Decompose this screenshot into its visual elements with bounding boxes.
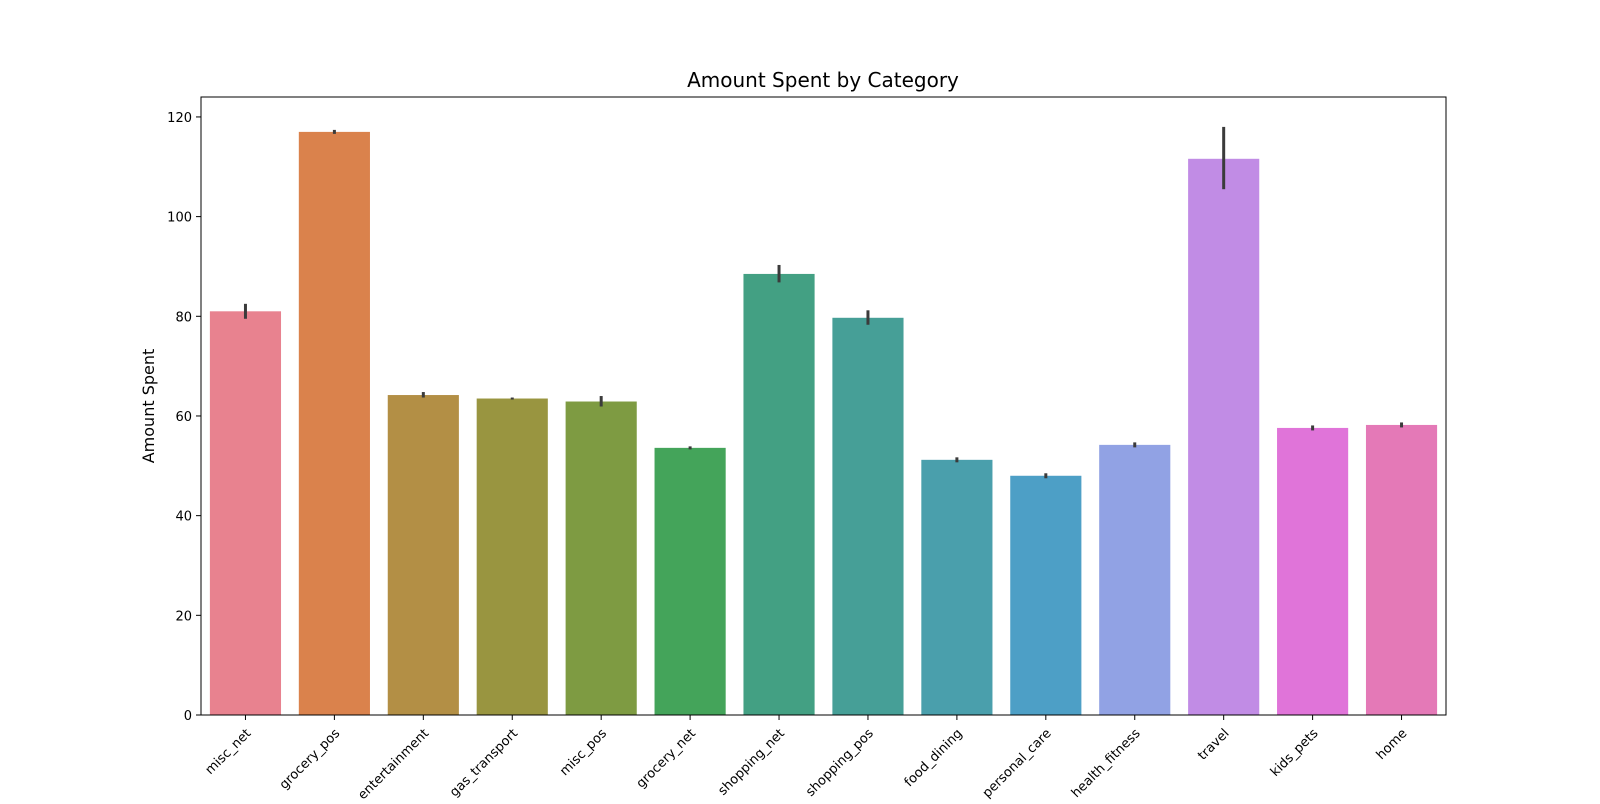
y-axis-label: Amount Spent — [139, 349, 158, 464]
y-tick-label: 20 — [175, 609, 192, 624]
x-tick-label: misc_net — [203, 726, 255, 778]
y-tick-label: 100 — [167, 211, 192, 226]
plot-frame — [200, 96, 1447, 716]
y-tick-label: 40 — [175, 510, 192, 525]
x-tick-label: health_fitness — [1069, 726, 1144, 800]
bar-gas-transport — [476, 398, 548, 715]
x-tick-label: entertainment — [355, 726, 432, 800]
bar-health-fitness — [1099, 444, 1171, 715]
bar-kids-pets — [1277, 427, 1349, 715]
y-tick-label: 120 — [167, 111, 192, 126]
bar-shopping-net — [743, 273, 815, 715]
x-axis: misc_net grocery_pos entertainment gas_tran… — [203, 715, 1411, 803]
x-tick-label: food_dining — [902, 726, 966, 790]
bars-group — [209, 131, 1438, 716]
bar-shopping-pos — [832, 317, 904, 715]
chart-title: Amount Spent by Category — [687, 68, 959, 92]
bar-home — [1365, 424, 1438, 715]
x-tick-label: shopping_pos — [803, 726, 877, 800]
bar-misc-pos — [565, 401, 637, 715]
x-tick-label: misc_pos — [557, 726, 610, 779]
y-tick-label: 0 — [184, 709, 192, 724]
x-tick-label: kids_pets — [1268, 726, 1322, 780]
x-tick-label: grocery_pos — [277, 726, 344, 793]
x-tick-label: home — [1374, 726, 1411, 763]
y-tick-label: 80 — [175, 310, 192, 325]
x-tick-label: grocery_net — [634, 726, 699, 791]
bar-entertainment — [387, 395, 459, 715]
y-axis: 0 20 40 60 80 100 120 — [167, 111, 201, 724]
x-tick-label: gas_transport — [447, 726, 521, 800]
bar-grocery-net — [654, 447, 726, 715]
x-tick-label: personal_care — [980, 726, 1055, 800]
bar-travel — [1188, 158, 1260, 716]
error-bars-group — [243, 126, 1404, 479]
bar-grocery-pos — [298, 131, 370, 715]
y-tick-label: 60 — [175, 410, 192, 425]
bar-food-dining — [921, 459, 993, 715]
bar-misc-net — [209, 311, 282, 715]
x-tick-label: travel — [1195, 726, 1232, 763]
x-tick-label: shopping_net — [715, 726, 787, 798]
bar-personal-care — [1010, 475, 1082, 715]
